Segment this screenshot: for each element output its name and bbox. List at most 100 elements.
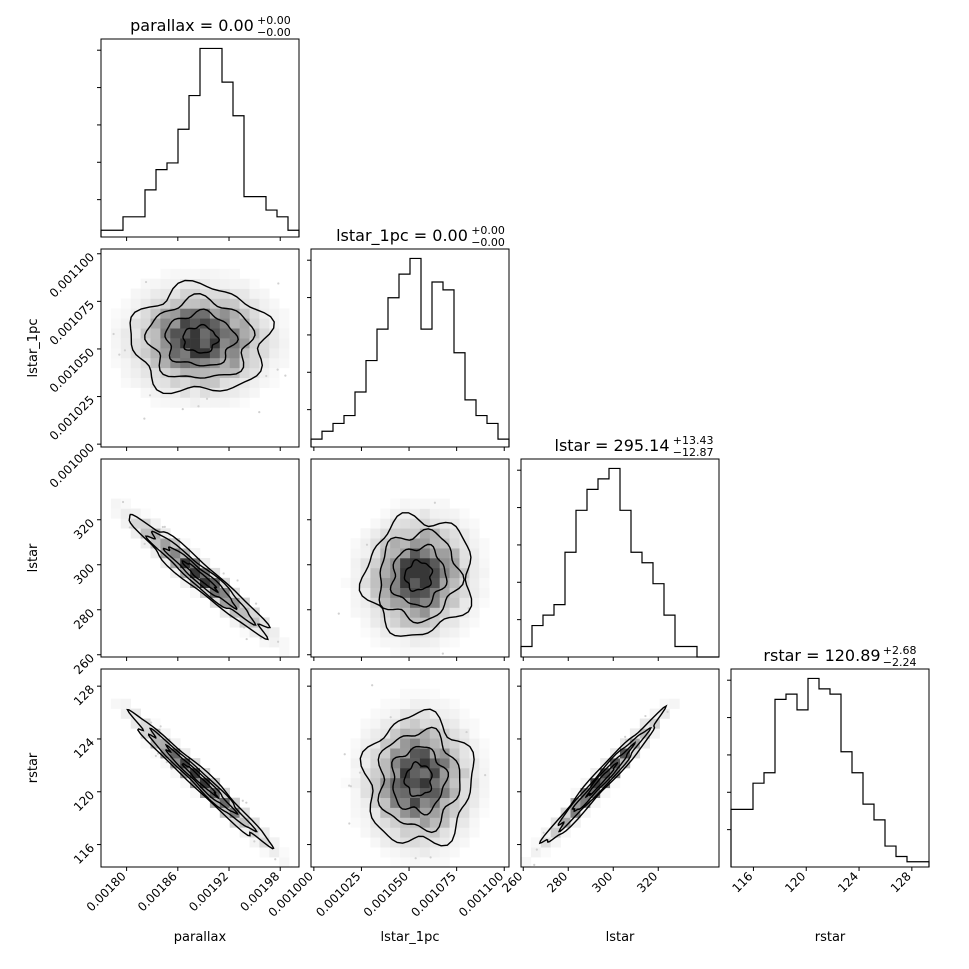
density-cell xyxy=(400,777,411,789)
title-minus-parallax: −0.00 xyxy=(257,26,291,39)
density-cell xyxy=(400,797,411,808)
panel-rstar-hist: rstar = 120.89 +2.68−2.24 xyxy=(727,644,930,868)
density-cell xyxy=(380,708,391,719)
density-cell xyxy=(400,528,411,539)
density-cell xyxy=(219,607,230,618)
density-cell xyxy=(400,857,411,867)
contour-level-2 xyxy=(164,743,239,816)
title-rstar: rstar = 120.89 xyxy=(763,646,880,665)
density-cell xyxy=(190,387,201,398)
y-tick-label: 320 xyxy=(71,516,97,542)
density-cell xyxy=(170,538,181,549)
density-cell xyxy=(259,357,270,369)
density-cell xyxy=(449,817,460,828)
density-cell xyxy=(410,508,421,519)
x-tick-label: 124 xyxy=(835,869,861,895)
sample-point xyxy=(118,353,121,356)
density-cell xyxy=(419,827,431,838)
density-cell xyxy=(419,718,431,729)
density-cell xyxy=(380,558,391,569)
sample-point xyxy=(523,512,525,514)
density-cell xyxy=(209,357,221,369)
density-cell xyxy=(190,357,201,369)
density-cell xyxy=(219,807,230,818)
density-cell xyxy=(410,577,421,588)
density-cell xyxy=(190,268,201,279)
density-cell xyxy=(120,318,131,329)
density-cell xyxy=(350,817,361,828)
density-cell xyxy=(469,827,480,838)
contour-level-4 xyxy=(128,513,272,641)
density-cell xyxy=(429,787,440,798)
axes-frame xyxy=(100,458,300,658)
density-cell xyxy=(419,597,431,608)
density-cell xyxy=(380,847,391,858)
density-cell xyxy=(400,688,411,699)
density-cell xyxy=(410,777,421,789)
sample-point xyxy=(159,725,162,728)
density-cell xyxy=(449,698,460,709)
density-cell xyxy=(170,367,181,378)
x-tick-label: 320 xyxy=(634,869,660,895)
density-cell xyxy=(200,397,211,408)
density-cell xyxy=(410,768,421,779)
density-cell xyxy=(550,827,561,838)
y-tick-label: 128 xyxy=(71,682,97,708)
density-cell xyxy=(390,627,401,638)
density-cell xyxy=(410,847,421,858)
sample-point xyxy=(154,754,157,757)
density-cell xyxy=(180,748,191,759)
density-cell xyxy=(219,328,230,339)
sample-point xyxy=(278,657,280,659)
density-cell xyxy=(140,278,151,289)
density-cell xyxy=(160,268,171,279)
density-cell xyxy=(360,758,371,769)
density-cell xyxy=(439,577,450,588)
density-cell xyxy=(429,637,440,648)
density-cell xyxy=(390,777,401,789)
sample-point xyxy=(197,405,200,408)
density-cell xyxy=(550,837,561,848)
density-cell xyxy=(429,708,440,719)
density-cell xyxy=(170,348,181,359)
density-cell xyxy=(170,308,181,319)
density-cell xyxy=(229,318,240,329)
density-cell xyxy=(360,617,371,628)
density-cell xyxy=(459,627,470,638)
density-cell xyxy=(259,318,270,329)
density-cell xyxy=(360,718,371,729)
density-cell xyxy=(170,768,181,779)
contour-level-2 xyxy=(164,308,239,367)
density-cell xyxy=(459,518,470,529)
sample-point xyxy=(205,397,209,400)
density-cell xyxy=(380,748,391,759)
density-cell xyxy=(340,777,351,789)
density-cell xyxy=(370,768,381,779)
density-cell xyxy=(429,807,440,818)
density-cell xyxy=(380,518,391,529)
panel-rstar-vs-lstar-1pc xyxy=(310,668,510,868)
sample-point xyxy=(143,542,146,545)
contour-level-1 xyxy=(181,762,221,800)
density-cell xyxy=(160,758,171,769)
sample-point xyxy=(88,682,90,684)
density-cell xyxy=(180,357,191,369)
density-cell xyxy=(439,768,450,779)
density-cell xyxy=(540,847,551,858)
density-cell xyxy=(410,498,421,509)
density-cell xyxy=(380,807,391,818)
sample-point xyxy=(123,349,127,352)
density-cell xyxy=(360,738,371,749)
density-cell xyxy=(439,807,450,818)
density-cell xyxy=(209,298,221,309)
density-cell xyxy=(439,748,450,759)
density-cell xyxy=(140,728,151,739)
density-cell xyxy=(459,567,470,579)
density-cell xyxy=(459,758,470,769)
density-cell xyxy=(439,847,450,858)
density-cell xyxy=(209,397,221,408)
axes-frame xyxy=(310,248,510,448)
density-cell xyxy=(120,698,131,709)
density-cell xyxy=(219,587,230,598)
